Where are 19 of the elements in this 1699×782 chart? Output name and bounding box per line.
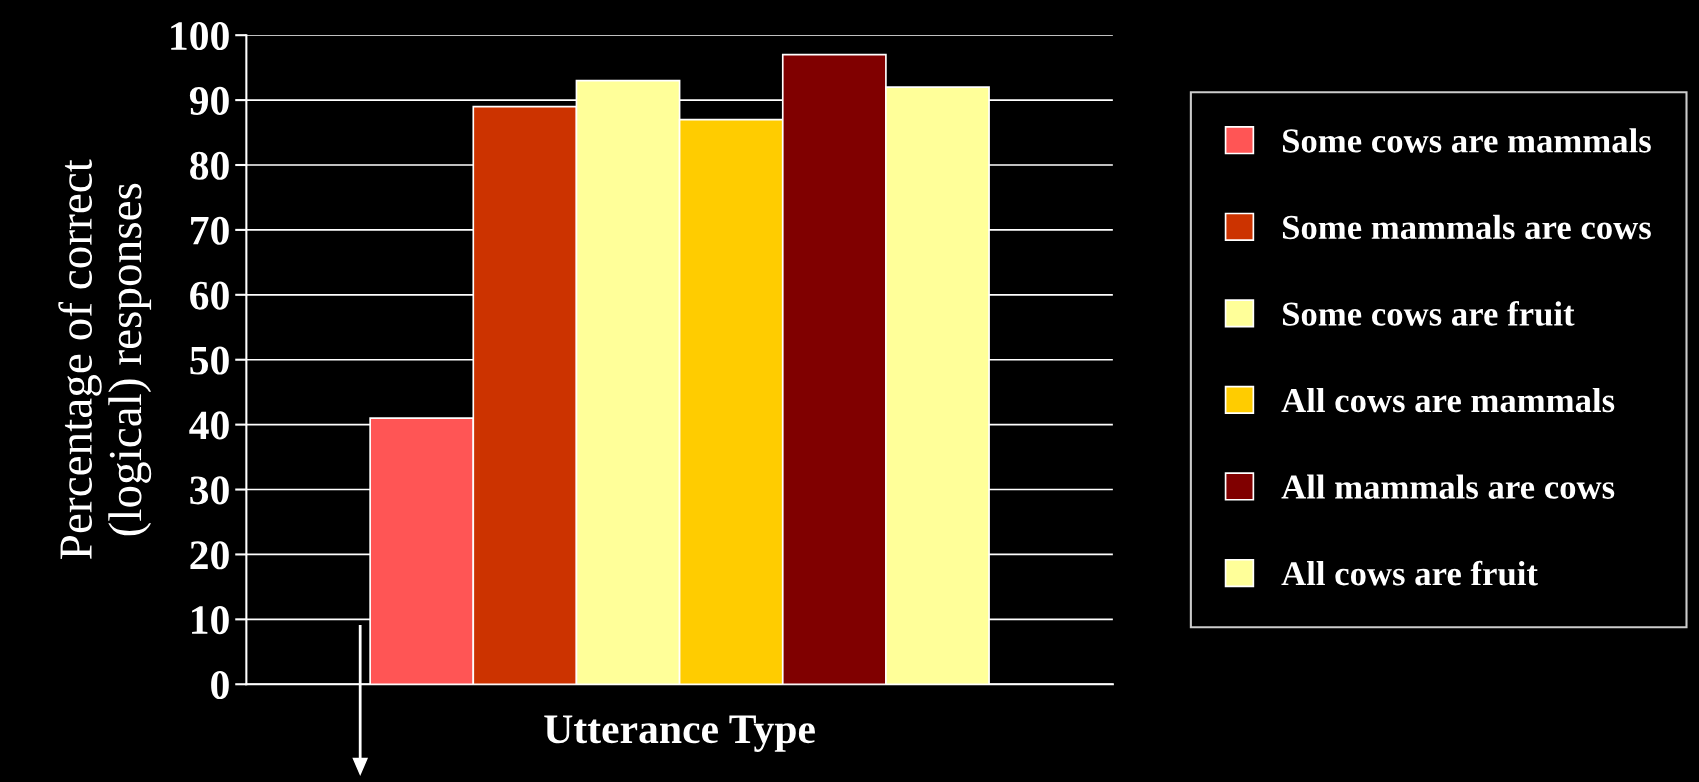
legend-label: Some mammals are cows <box>1282 214 1651 240</box>
y-tick-label: 40 <box>189 411 229 440</box>
legend-label: All mammals are cows <box>1281 474 1615 499</box>
y-tick-label: 100 <box>171 21 229 51</box>
y-tick-label: 60 <box>190 281 229 310</box>
legend-label: Some cows are mammals <box>1282 128 1651 153</box>
y-tick-label: 30 <box>190 476 229 505</box>
legend-label: All cows are mammals <box>1281 387 1615 413</box>
y-tick-label: 0 <box>211 671 229 700</box>
y-axis-title: Percentage of correct (logical) responses <box>58 159 152 559</box>
y-tick-label: 10 <box>192 606 229 635</box>
x-axis-title: Utterance Type <box>544 715 815 752</box>
y-tick-label: 50 <box>190 346 229 375</box>
legend-label: All cows are fruit <box>1281 560 1538 586</box>
y-tick-label: 70 <box>191 216 229 245</box>
y-tick-label: 20 <box>190 541 229 570</box>
y-tick-label: 90 <box>189 86 229 115</box>
legend-label: Some cows are fruit <box>1282 300 1575 326</box>
y-tick-label: 80 <box>190 151 229 180</box>
